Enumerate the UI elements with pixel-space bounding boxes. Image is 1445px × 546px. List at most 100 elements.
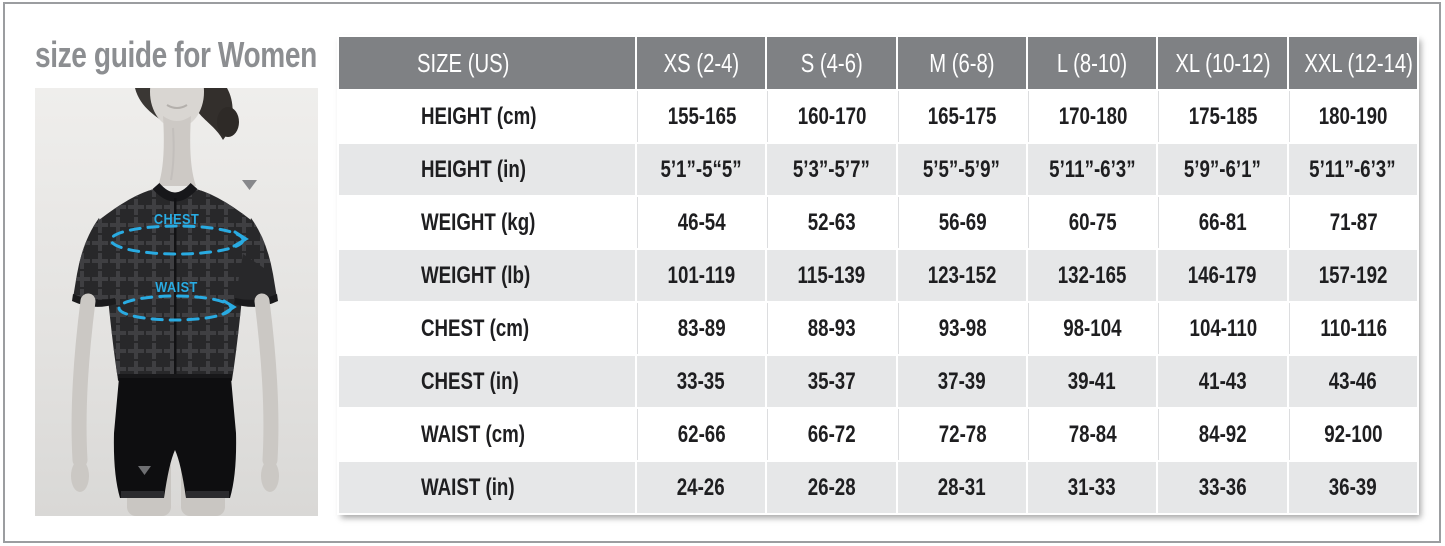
value-cell: 26-28	[767, 462, 896, 513]
column-header-label: L (8-10)	[1057, 47, 1128, 78]
cell-value: 39-41	[1068, 367, 1117, 395]
value-cell: 35-37	[767, 356, 896, 407]
cell-value: 66-81	[1199, 208, 1247, 236]
value-cell: 46-54	[637, 197, 766, 248]
cell-value: 155-165	[667, 102, 737, 130]
column-header-xs: XS (2-4)	[637, 37, 766, 89]
table-row-height-cm: HEIGHT (cm) 155-165 160-170 165-175 170-…	[339, 91, 1417, 142]
cell-value: 98-104	[1063, 314, 1122, 342]
cell-value: 24-26	[677, 473, 726, 501]
cell-value: 66-72	[808, 420, 856, 448]
cell-value: 5’5”-5’9”	[923, 155, 1001, 183]
cell-value: 104-110	[1189, 314, 1257, 342]
cell-value: 83-89	[677, 314, 726, 342]
value-cell: 84-92	[1158, 409, 1287, 460]
column-header-m: M (6-8)	[897, 37, 1026, 89]
model-figure-illustration	[35, 88, 318, 516]
header-row: SIZE (US) XS (2-4) S (4-6) M (6-8) L (8-…	[339, 37, 1417, 89]
table-row-weight-lb: WEIGHT (lb) 101-119 115-139 123-152 132-…	[339, 250, 1417, 301]
value-cell: 165-175	[897, 91, 1026, 142]
value-cell: 155-165	[637, 91, 766, 142]
row-label-cell: HEIGHT (in)	[339, 144, 635, 195]
cell-value: 60-75	[1068, 208, 1117, 236]
column-header-xl: XL (10-12)	[1158, 37, 1287, 89]
column-header-label: SIZE (US)	[417, 47, 510, 78]
row-label: WEIGHT (kg)	[421, 208, 536, 236]
value-cell: 88-93	[767, 303, 896, 354]
value-cell: 56-69	[897, 197, 1026, 248]
value-cell: 157-192	[1288, 250, 1417, 301]
size-table: SIZE (US) XS (2-4) S (4-6) M (6-8) L (8-…	[337, 35, 1419, 515]
value-cell: 33-35	[637, 356, 766, 407]
cell-value: 170-180	[1058, 102, 1127, 130]
value-cell: 146-179	[1158, 250, 1287, 301]
cell-value: 72-78	[938, 420, 987, 448]
value-cell: 92-100	[1288, 409, 1417, 460]
value-cell: 41-43	[1158, 356, 1287, 407]
brand-chevron-icon	[242, 180, 257, 190]
column-header-size-us: SIZE (US)	[339, 37, 635, 89]
chest-measurement-label: CHEST	[153, 211, 200, 228]
cell-value: 33-36	[1198, 473, 1247, 501]
row-label: CHEST (in)	[421, 367, 519, 395]
page-title-text: size guide for Women	[35, 34, 317, 75]
waist-measurement-label: WAIST	[155, 279, 198, 296]
value-cell: 28-31	[897, 462, 1026, 513]
size-table-body: HEIGHT (cm) 155-165 160-170 165-175 170-…	[339, 91, 1417, 513]
value-cell: 33-36	[1158, 462, 1287, 513]
cell-value: 93-98	[938, 314, 987, 342]
cell-value: 84-92	[1199, 420, 1247, 448]
column-header-xxl: XXL (12-14)	[1288, 37, 1417, 89]
cell-value: 110-116	[1319, 314, 1387, 342]
cell-value: 52-63	[808, 208, 856, 236]
value-cell: 110-116	[1288, 303, 1417, 354]
table-row-waist-in: WAIST (in) 24-26 26-28 28-31 31-33 33-36…	[339, 462, 1417, 513]
row-label-cell: WEIGHT (lb)	[339, 250, 635, 301]
value-cell: 78-84	[1027, 409, 1157, 460]
cell-value: 62-66	[677, 420, 726, 448]
row-label: HEIGHT (in)	[421, 155, 527, 183]
cycling-shorts	[113, 378, 237, 498]
value-cell: 175-185	[1158, 91, 1287, 142]
value-cell: 160-170	[767, 91, 896, 142]
value-cell: 104-110	[1158, 303, 1287, 354]
row-label: CHEST (cm)	[421, 314, 530, 342]
value-cell: 115-139	[767, 250, 896, 301]
value-cell: 66-81	[1158, 197, 1287, 248]
cell-value: 78-84	[1068, 420, 1117, 448]
waist-measurement-ellipse	[117, 294, 237, 322]
brand-chevron-icon	[138, 466, 151, 475]
value-cell: 37-39	[897, 356, 1026, 407]
cell-value: 37-39	[937, 367, 986, 395]
cell-value: 5’1”-5“5”	[660, 155, 742, 183]
column-header-label: M (6-8)	[929, 47, 995, 78]
cell-value: 180-190	[1318, 102, 1388, 130]
value-cell: 5’1”-5“5”	[637, 144, 766, 195]
cell-value: 5’11”-6’3”	[1048, 155, 1136, 183]
value-cell: 5’11”-6’3”	[1288, 144, 1417, 195]
value-cell: 101-119	[637, 250, 766, 301]
page-title: size guide for Women	[35, 34, 396, 76]
column-header-l: L (8-10)	[1027, 37, 1157, 89]
table-row-height-in: HEIGHT (in) 5’1”-5“5” 5’3”-5’7” 5’5”-5’9…	[339, 144, 1417, 195]
model-arms	[71, 293, 279, 492]
row-label-cell: CHEST (cm)	[339, 303, 635, 354]
table-row-weight-kg: WEIGHT (kg) 46-54 52-63 56-69 60-75 66-8…	[339, 197, 1417, 248]
value-cell: 98-104	[1027, 303, 1157, 354]
value-cell: 66-72	[767, 409, 896, 460]
value-cell: 60-75	[1027, 197, 1157, 248]
cell-value: 41-43	[1198, 367, 1247, 395]
cell-value: 165-175	[927, 102, 997, 130]
row-label-cell: HEIGHT (cm)	[339, 91, 635, 142]
column-header-s: S (4-6)	[767, 37, 896, 89]
model-photo: CHEST WAIST	[35, 88, 318, 516]
row-label: WEIGHT (lb)	[421, 261, 531, 289]
row-label-cell: WEIGHT (kg)	[339, 197, 635, 248]
column-header-label: XS (2-4)	[663, 47, 739, 78]
cell-value: 5’11”-6’3”	[1309, 155, 1397, 183]
cell-value: 160-170	[797, 102, 867, 130]
value-cell: 62-66	[637, 409, 766, 460]
row-label-cell: WAIST (cm)	[339, 409, 635, 460]
cell-value: 28-31	[937, 473, 986, 501]
value-cell: 170-180	[1027, 91, 1157, 142]
